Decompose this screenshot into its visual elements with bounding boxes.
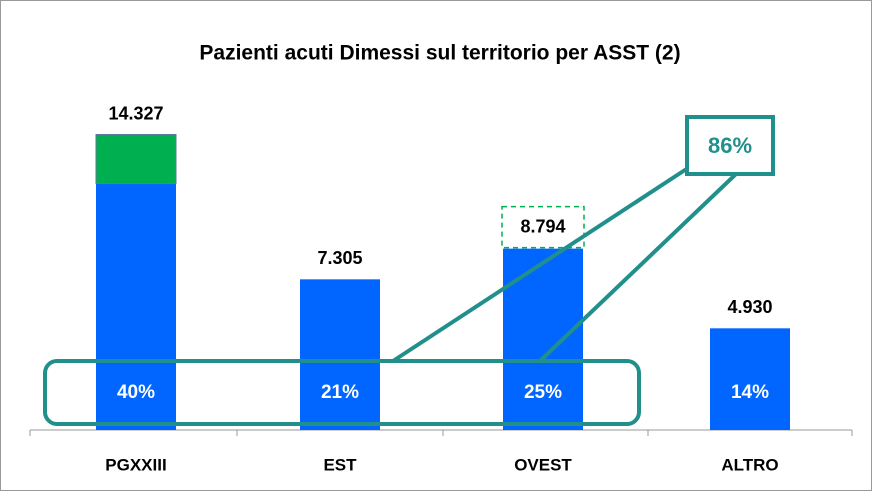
bar <box>95 134 177 185</box>
share-label: 25% <box>524 382 562 403</box>
total-label: 14.327 <box>108 103 163 123</box>
share-label: 21% <box>321 382 359 403</box>
callout <box>43 115 775 426</box>
x-tick-label: PGXXIII <box>105 455 166 474</box>
share-label: 40% <box>117 382 155 403</box>
label-frame <box>501 205 585 249</box>
bar <box>300 279 380 430</box>
share-label: 14% <box>731 382 769 403</box>
bar <box>96 183 176 430</box>
x-tick-label: OVEST <box>514 455 572 474</box>
total-label: 7.305 <box>317 248 362 268</box>
annotation: 86% <box>708 133 752 158</box>
total-label: 8.794 <box>520 216 565 236</box>
x-tick-label: ALTRO <box>721 455 778 474</box>
total-label: 4.930 <box>727 297 772 317</box>
bar <box>710 328 790 430</box>
x-tick-label: EST <box>323 455 357 474</box>
x-ticks <box>29 430 853 436</box>
chart-title: Pazienti acuti Dimessi sul territorio pe… <box>199 42 680 65</box>
